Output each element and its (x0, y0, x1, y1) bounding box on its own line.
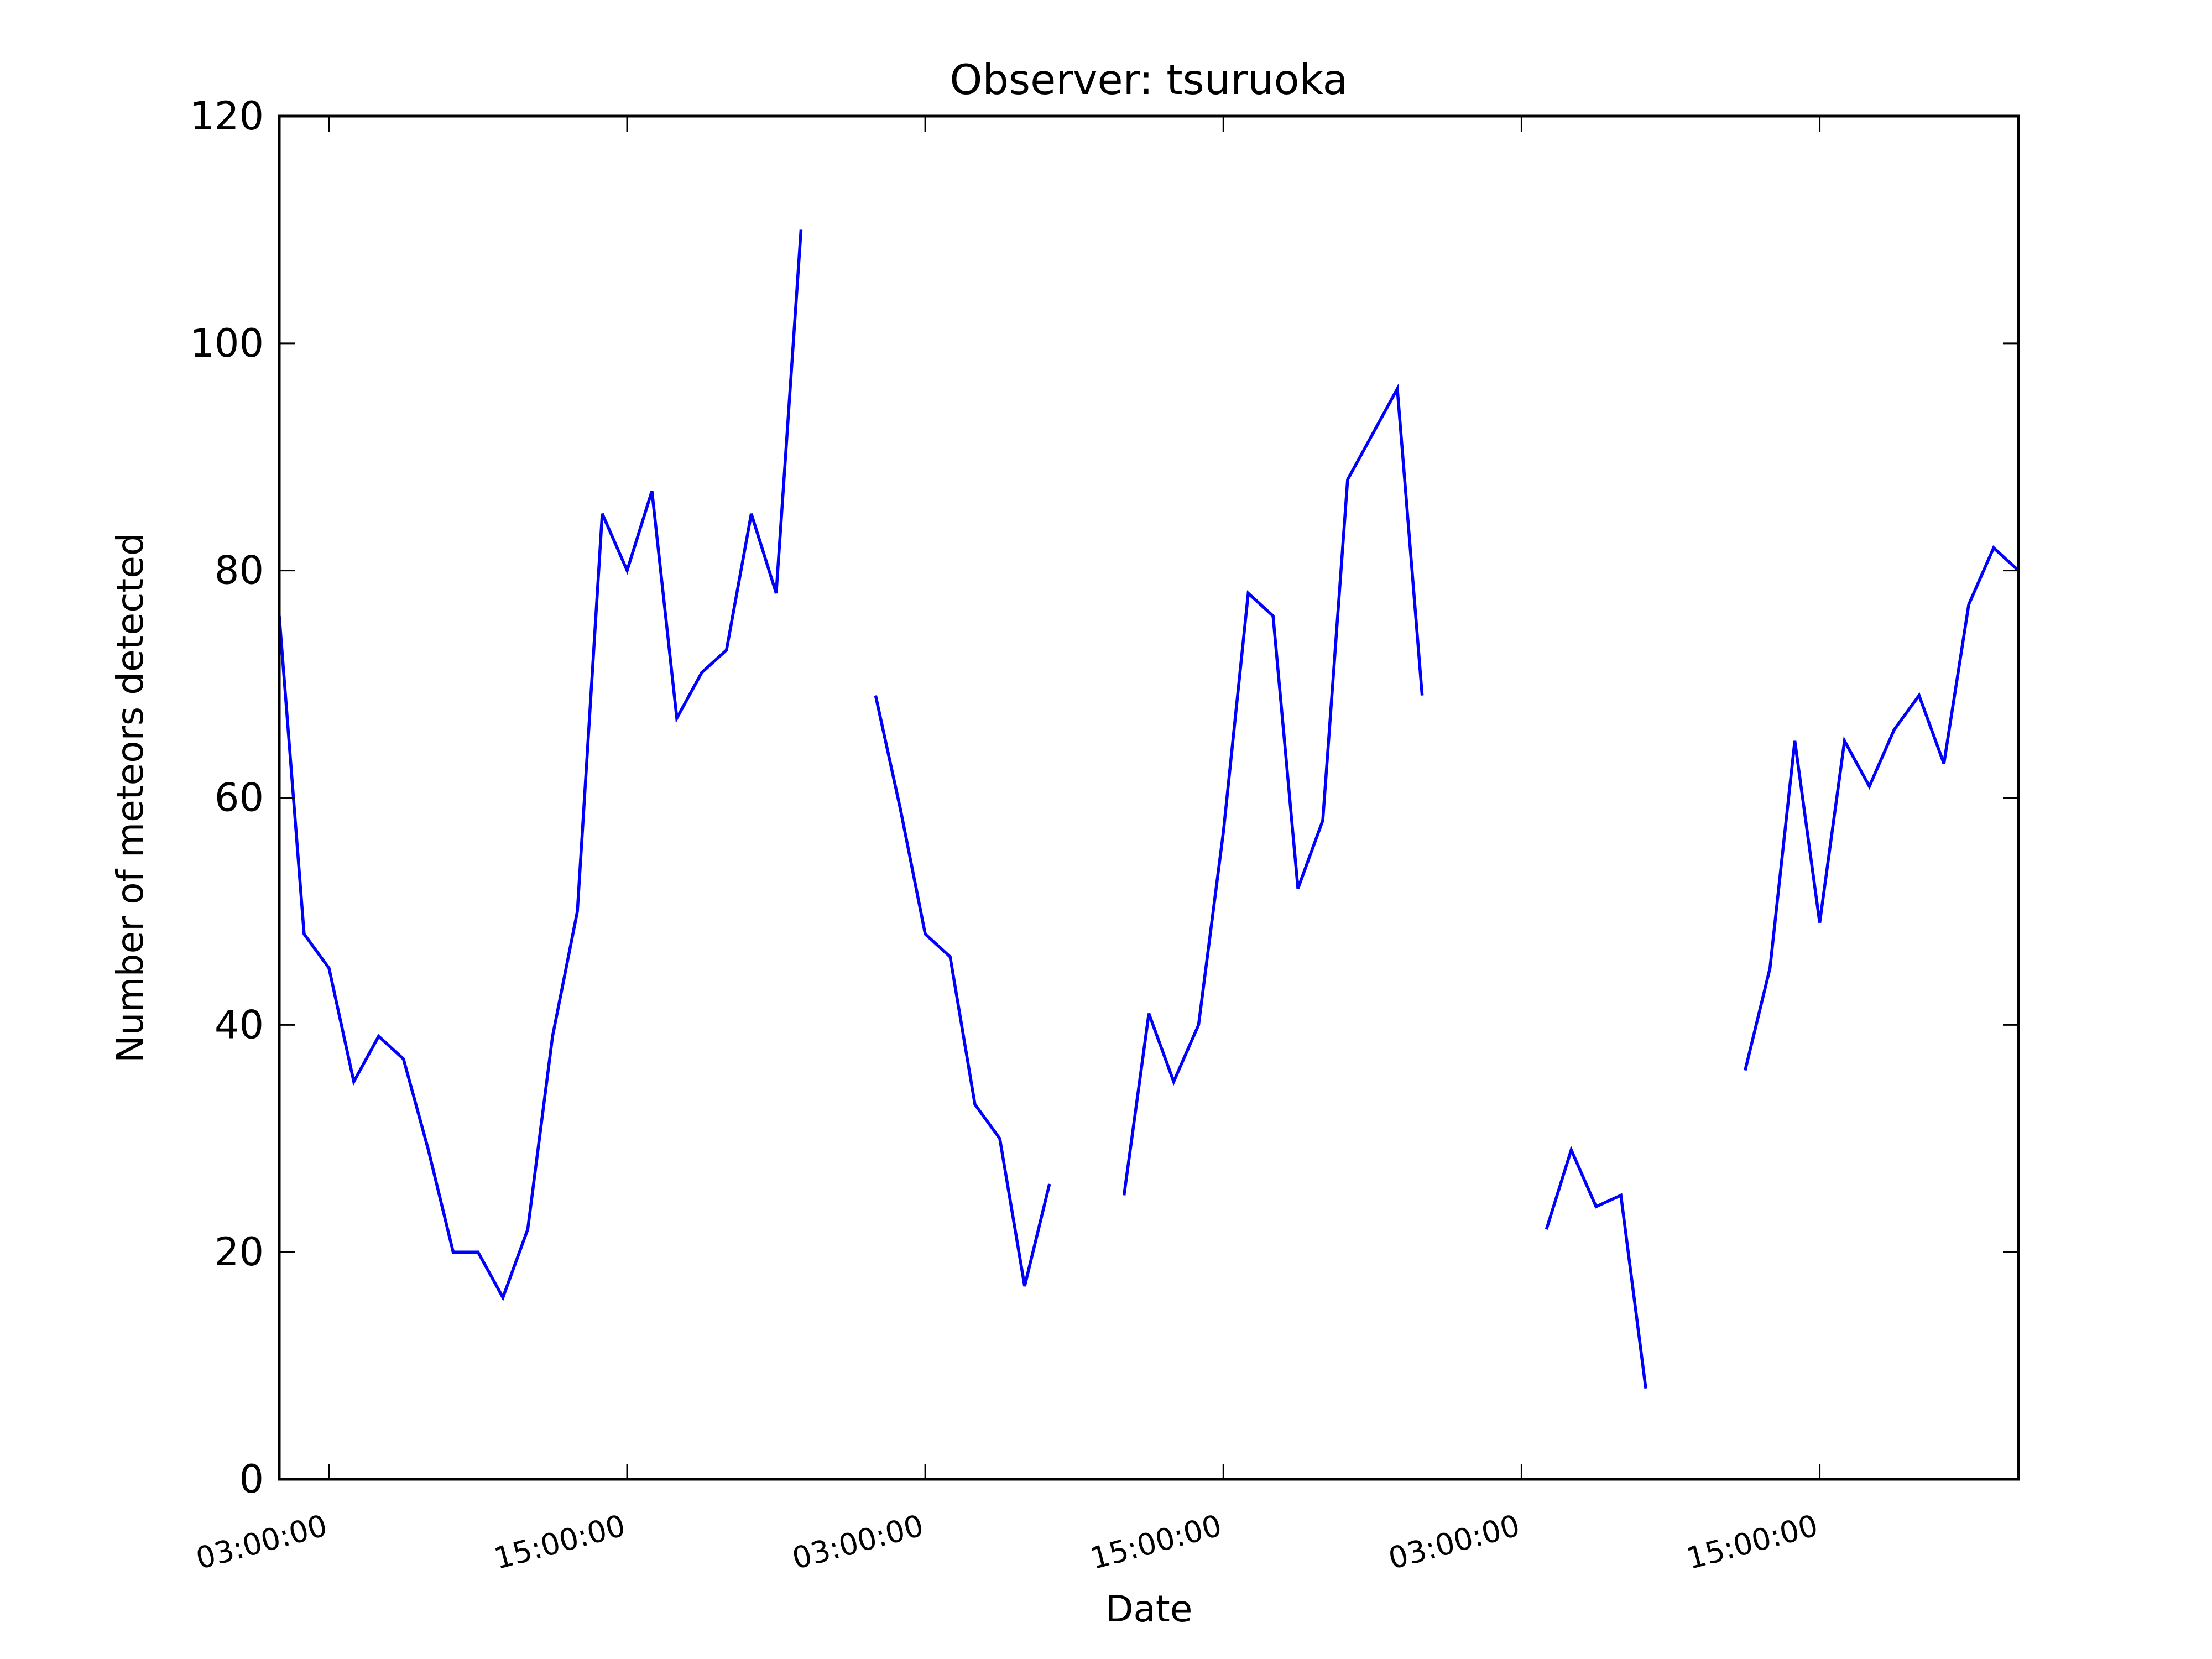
x-tick-label: 15:00:00 (1087, 1508, 1225, 1577)
y-tick-label: 100 (190, 321, 264, 366)
x-tick-label: 03:00:00 (1385, 1508, 1524, 1577)
series-line-segment-4 (1744, 545, 2018, 1071)
x-axis-label: Date (1105, 1588, 1193, 1630)
x-tick-label: 03:00:00 (192, 1508, 331, 1577)
plot-frame (278, 114, 2020, 1481)
y-tick-label: 0 (239, 1457, 264, 1502)
y-tick-label: 120 (190, 93, 264, 139)
chart-title: Observer: tsuruoka (950, 55, 1348, 104)
y-tick-label: 80 (215, 548, 264, 593)
x-tick-label: 15:00:00 (491, 1508, 629, 1577)
y-tick-label: 60 (215, 775, 264, 821)
x-tick-label: 15:00:00 (1683, 1508, 1822, 1577)
y-tick-label: 20 (215, 1229, 264, 1275)
x-tick-label: 03:00:00 (789, 1508, 927, 1577)
series-line-segment-2 (1122, 383, 1424, 1196)
series-line-segment-3 (1545, 1145, 1647, 1389)
y-tick-label: 40 (215, 1002, 264, 1047)
series-line-segment-0 (279, 229, 803, 1301)
y-axis-label: Number of meteors detected (109, 533, 152, 1063)
series-line-segment-1 (874, 695, 1051, 1287)
